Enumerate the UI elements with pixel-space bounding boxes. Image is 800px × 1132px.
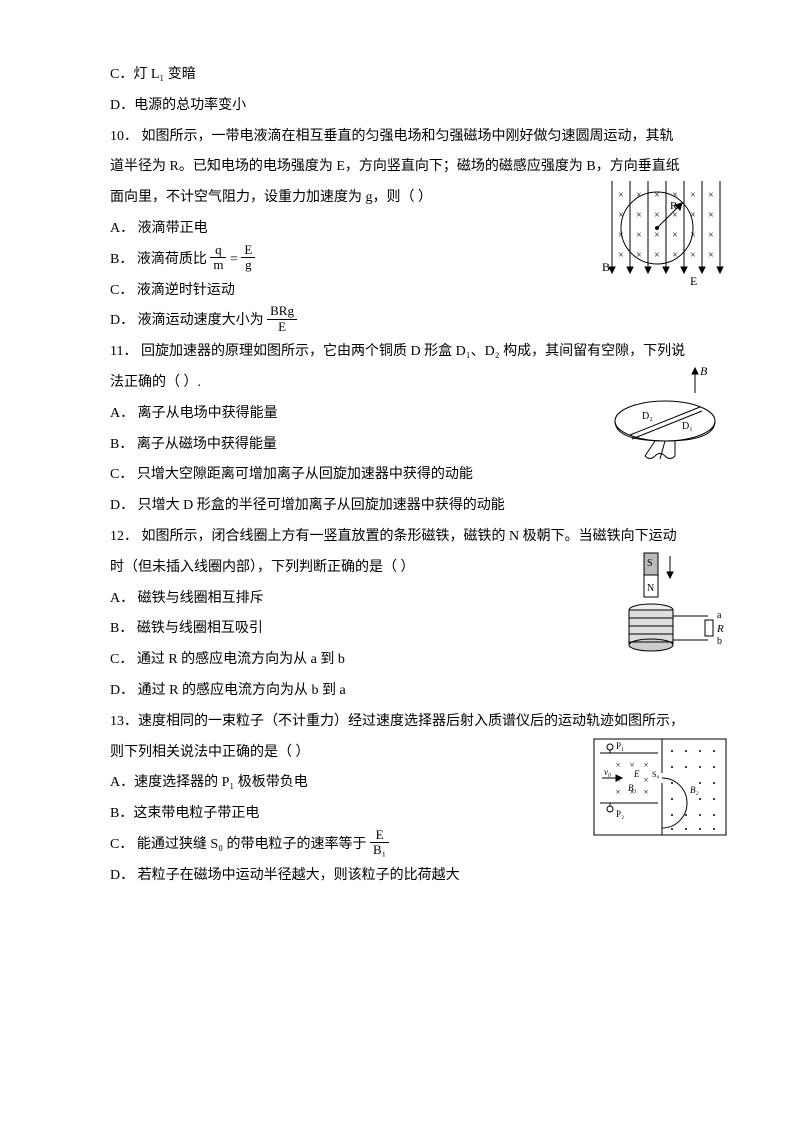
q10-b-frac-rhs: E g <box>241 243 255 273</box>
fig11-label-b: B <box>700 364 708 378</box>
q13-c-pre: C． 能通过狭缝 S₀ 的带电粒子的速率等于 <box>110 837 367 852</box>
svg-text:×: × <box>618 190 624 201</box>
q10-option-c: C． 液滴逆时针运动 <box>110 276 710 307</box>
exam-page: C．灯 L₁ 变暗 D．电源的总功率变小 10． 如图所示，一带电液滴在相互垂直… <box>0 0 800 952</box>
fig10-label-r: R <box>670 200 678 212</box>
q10-stem-3: 面向里，不计空气阻力，设重力加速度为 g，则（ ） <box>110 183 710 214</box>
fig12-label-s: S <box>647 558 653 569</box>
q11-option-c: C． 只增大空隙距离可增加离子从回旋加速器中获得的动能 <box>110 460 710 491</box>
svg-text:×: × <box>636 190 642 201</box>
q10-option-b: B． 液滴荷质比 q m = E g <box>110 245 710 276</box>
q11-option-b: B． 离子从磁场中获得能量 <box>110 430 710 461</box>
q13-option-a: A．速度选择器的 P₁ 极板带负电 <box>110 768 710 799</box>
q12-option-c: C． 通过 R 的感应电流方向为从 a 到 b <box>110 645 710 676</box>
q12-option-a: A． 磁铁与线圈相互排斥 <box>110 584 710 615</box>
q12-option-d: D． 通过 R 的感应电流方向为从 b 到 a <box>110 676 710 707</box>
q12-stem-2-text: 时（但未插入线圈内部），下列判断正确的是（ ） <box>110 560 415 575</box>
q10-b-frac-lhs: q m <box>210 243 226 273</box>
q13-c-frac: E B₁ <box>370 828 389 858</box>
q13-stem-2: 则下列相关说法中正确的是（ ） <box>110 738 710 769</box>
q10-option-a: A． 液滴带正电 <box>110 214 710 245</box>
fig13-label-p1: P₁ <box>616 741 624 751</box>
q10-b-pre: B． 液滴荷质比 <box>110 252 207 267</box>
q9-option-d: D．电源的总功率变小 <box>110 91 710 122</box>
q10-stem-3-text: 面向里，不计空气阻力，设重力加速度为 g，则（ ） <box>110 190 432 205</box>
q13-option-d: D． 若粒子在磁场中运动半径越大，则该粒子的比荷越大 <box>110 861 710 892</box>
q10-d-frac: BRg E <box>267 304 297 334</box>
q12-stem-2: 时（但未插入线圈内部），下列判断正确的是（ ） <box>110 553 710 584</box>
svg-text:×: × <box>654 190 660 201</box>
q11-option-d: D． 只增大 D 形盒的半径可增加离子从回旋加速器中获得的动能 <box>110 491 710 522</box>
q11-stem-2: 法正确的（ ）. B D₂ <box>110 368 710 399</box>
fig12-label-b: b <box>717 636 722 647</box>
fig12-label-a: a <box>717 610 722 621</box>
q10-b-eq: = <box>230 252 241 267</box>
q13-stem-2-text: 则下列相关说法中正确的是（ ） <box>110 745 310 760</box>
svg-text:×: × <box>690 190 696 201</box>
q11-stem-2-text: 法正确的（ ）. <box>110 375 201 390</box>
q11-option-a: A． 离子从电场中获得能量 <box>110 399 710 430</box>
svg-text:×: × <box>708 190 714 201</box>
q12-option-b: B． 磁铁与线圈相互吸引 <box>110 614 710 645</box>
q10-d-pre: D． 液滴运动速度大小为 <box>110 313 267 328</box>
q13-option-b: B．这束带电粒子带正电 <box>110 799 710 830</box>
q9-option-c: C．灯 L₁ 变暗 <box>110 60 710 91</box>
q13-option-c: C． 能通过狭缝 S₀ 的带电粒子的速率等于 E B₁ <box>110 830 710 861</box>
fig12-label-r: R <box>716 623 724 635</box>
q10-option-d: D． 液滴运动速度大小为 BRg E <box>110 306 710 337</box>
q10-stem-1: 10． 如图所示，一带电液滴在相互垂直的匀强电场和匀强磁场中刚好做匀速圆周运动，… <box>110 122 710 153</box>
